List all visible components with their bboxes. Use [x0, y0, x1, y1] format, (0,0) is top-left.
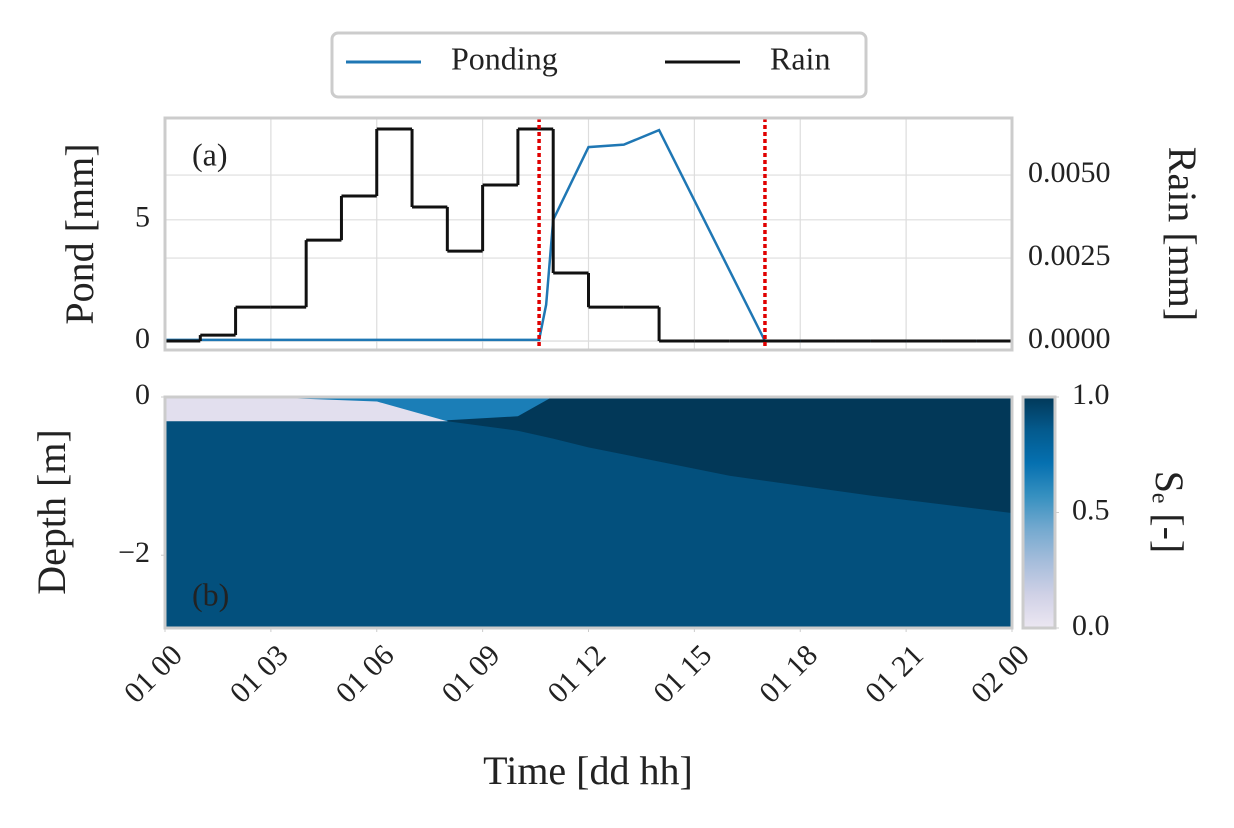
- x-axis-label: Time [dd hh]: [483, 748, 693, 793]
- plot-frame: [163, 116, 1014, 352]
- x-tick-label: 01 06: [330, 638, 401, 709]
- y-tick-label: 5: [135, 201, 150, 234]
- colorbar-label: Sₑ [-]: [1147, 471, 1192, 553]
- y-axis-label: Depth [m]: [29, 429, 74, 595]
- x-tick-label: 01 21: [859, 638, 930, 709]
- y2-tick-label: 0.0025: [1028, 239, 1111, 272]
- y-tick-label: 0: [135, 378, 150, 411]
- legend-box: [330, 31, 868, 99]
- x-tick-label: 01 12: [541, 638, 612, 709]
- y2-axis-label: Rain [mm]: [1160, 147, 1205, 321]
- y2-tick-label: 0.0000: [1028, 322, 1111, 355]
- legend-label: Rain: [770, 40, 830, 76]
- x-tick-label: 01 18: [753, 638, 824, 709]
- panel-label: (b): [192, 576, 229, 612]
- ponding-line: [165, 128, 1012, 343]
- x-tick-label: 01 00: [118, 638, 189, 709]
- panel-label: (a): [192, 136, 228, 172]
- colorbar-tick-label: 0.5: [1072, 493, 1110, 526]
- colorbar-tick-label: 1.0: [1072, 378, 1110, 411]
- x-tick-label: 02 00: [965, 638, 1036, 709]
- y-axis-label: Pond [mm]: [57, 143, 102, 324]
- x-tick-label: 01 09: [435, 638, 506, 709]
- x-tick-label: 01 03: [224, 638, 295, 709]
- y-tick-label: −2: [118, 536, 150, 569]
- x-tick-label: 01 15: [647, 638, 718, 709]
- y2-tick-label: 0.0050: [1028, 156, 1111, 189]
- colorbar-tick-label: 0.0: [1072, 609, 1110, 642]
- y-tick-label: 0: [135, 322, 150, 355]
- colorbar: [1021, 395, 1057, 630]
- legend-label: Ponding: [451, 40, 558, 76]
